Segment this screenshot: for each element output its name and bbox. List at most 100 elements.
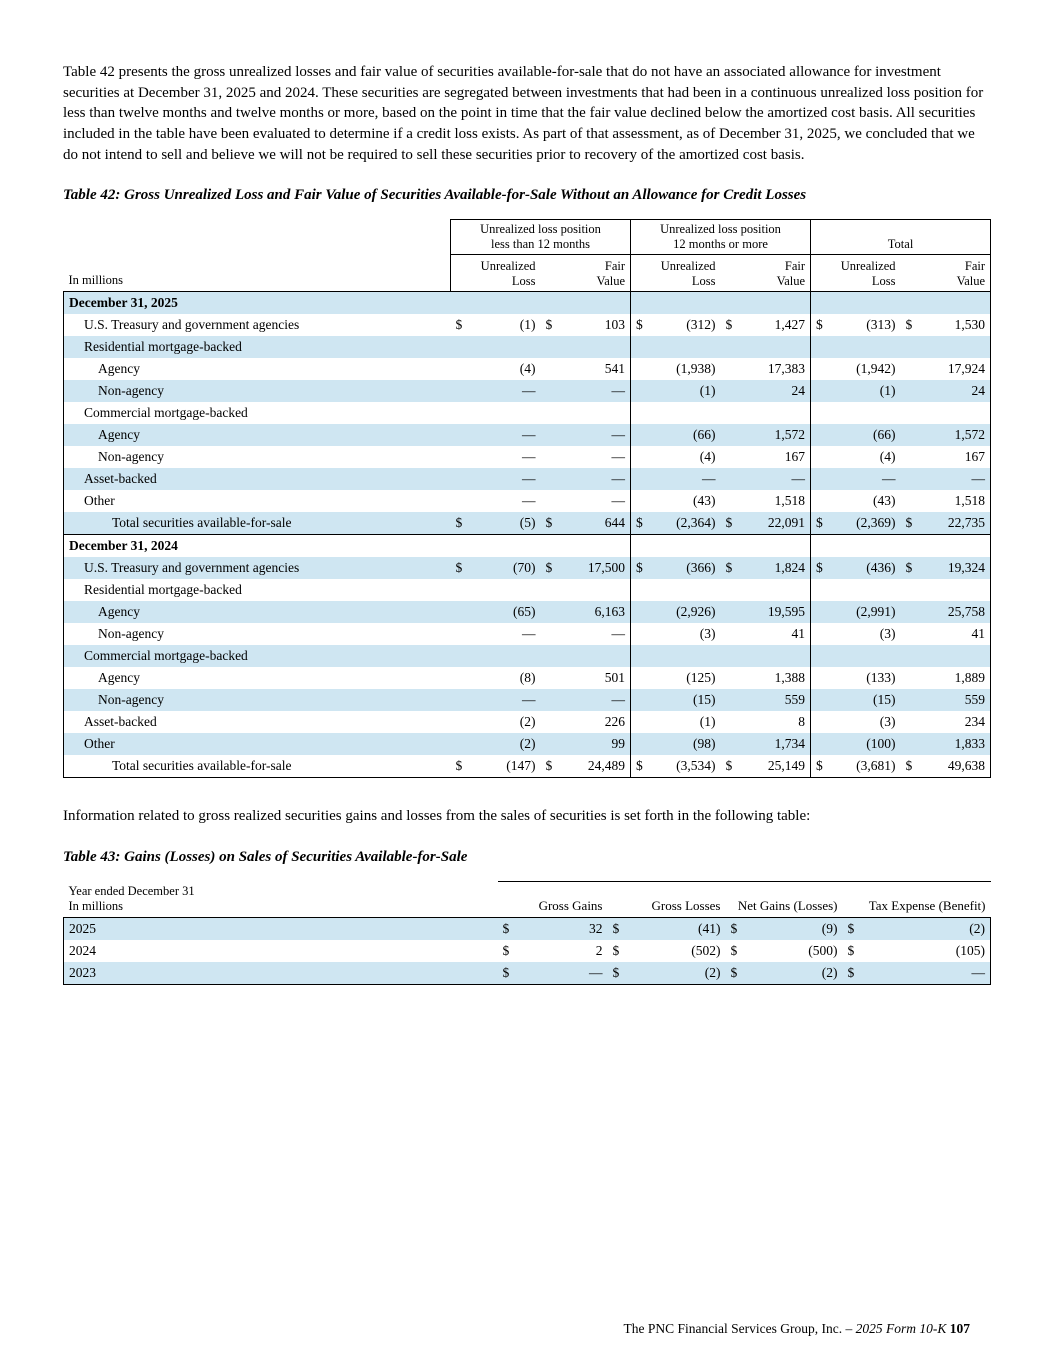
stub-cell <box>64 220 451 255</box>
cell-value: (100) <box>866 735 896 751</box>
cell-value: 1,518 <box>774 492 806 508</box>
cell-value: 24 <box>791 382 806 398</box>
dollar-sign: $ <box>455 316 463 332</box>
column-header: Fair Value <box>540 254 631 292</box>
table-row: U.S. Treasury and government agencies $ (7… <box>63 556 991 579</box>
table-row: Non-agency — — (4) 167 (4) 167 <box>64 445 991 468</box>
row-label: Non-agency <box>98 625 164 641</box>
cell-value: (5) <box>519 514 536 530</box>
value-cell: (43) <box>810 489 901 512</box>
value-cell <box>900 290 991 314</box>
value-cell: (3) <box>810 710 901 733</box>
table-43-header: Year ended December 31 In millions Gross… <box>63 880 991 919</box>
value-cell: (125) <box>630 666 721 689</box>
value-cell: (2,991) <box>810 600 901 623</box>
value-cell: 99 <box>541 733 631 755</box>
row-label: Commercial mortgage-backed <box>84 404 248 420</box>
row-label: 2024 <box>69 943 96 959</box>
value-cell: (15) <box>630 688 721 711</box>
value-cell <box>630 401 721 424</box>
value-cell: (1) <box>630 379 721 402</box>
footer-company: The PNC Financial Services Group, Inc. – <box>623 1321 853 1336</box>
cell-value: (1) <box>879 382 896 398</box>
table-row: Asset-backed (2) 226 (1) 8 (3) 234 <box>64 710 991 733</box>
value-cell: $17,500 <box>541 557 631 579</box>
column-group-label: Total <box>810 219 992 256</box>
dollar-sign: $ <box>725 757 733 773</box>
value-cell <box>901 336 991 358</box>
value-cell: — <box>451 380 541 402</box>
cell-value: 17,500 <box>587 559 626 575</box>
page-footer: The PNC Financial Services Group, Inc. –… <box>624 1321 970 1337</box>
cell-value: (43) <box>873 492 896 508</box>
value-cell: — <box>451 490 541 512</box>
cell-value: 234 <box>964 713 986 729</box>
value-cell: $32 <box>498 918 608 941</box>
table-row: Non-agency — — (3) 41 (3) 41 <box>64 622 991 645</box>
value-cell <box>810 401 901 424</box>
dollar-sign: $ <box>612 921 620 937</box>
dollar-sign: $ <box>455 559 463 575</box>
cell-value: (1) <box>519 316 536 332</box>
cell-value: (436) <box>866 559 896 575</box>
value-cell: 41 <box>901 623 991 645</box>
cell-value: (500) <box>808 943 838 959</box>
table-row: Agency (8) 501 (125) 1,388 (133) 1,889 <box>64 666 991 689</box>
value-cell: 1,518 <box>901 490 991 512</box>
value-cell: $ (2,369) <box>810 511 901 535</box>
value-cell <box>630 290 721 314</box>
cell-value: 41 <box>971 625 986 641</box>
cell-value: — <box>882 470 896 486</box>
dollar-sign: $ <box>725 559 733 575</box>
value-cell: $22,091 <box>721 512 811 535</box>
table-row: 2023 $ — $ (2) $ (2) $ — <box>63 962 991 985</box>
value-cell: 24 <box>721 380 811 402</box>
value-cell: $49,638 <box>901 755 991 778</box>
cell-value: 1,427 <box>774 316 806 332</box>
row-label: Non-agency <box>98 691 164 707</box>
cell-value: (1) <box>699 382 716 398</box>
row-label: Agency <box>98 603 140 619</box>
cell-value: — <box>611 691 626 707</box>
cell-value: 25,149 <box>767 757 806 773</box>
table-row: Agency — — (66) 1,572 (66) 1,572 <box>63 423 991 446</box>
value-cell <box>901 402 991 424</box>
cell-value: (2,926) <box>676 603 716 619</box>
value-cell <box>721 645 811 667</box>
dollar-sign: $ <box>612 943 620 959</box>
value-cell: $ (500) <box>726 940 843 962</box>
cell-value: — <box>522 691 536 707</box>
table-row: Non-agency — — (1) 24 (1) 24 <box>63 379 991 402</box>
table-42: Unrealized loss position less than 12 mo… <box>63 219 992 778</box>
row-label: Residential mortgage-backed <box>84 338 242 354</box>
dollar-sign: $ <box>545 757 553 773</box>
cell-value: 22,091 <box>767 514 806 530</box>
value-cell <box>541 402 631 424</box>
value-cell: 19,595 <box>721 601 811 623</box>
dollar-sign: $ <box>730 943 738 959</box>
value-cell: $2 <box>498 940 608 962</box>
table-43-title: Table 43: Gains (Losses) on Sales of Sec… <box>63 848 468 865</box>
cell-value: 1,572 <box>954 426 986 442</box>
cell-value: (65) <box>513 603 536 619</box>
cell-value: 99 <box>611 735 626 751</box>
value-cell: $ (313) <box>810 313 901 336</box>
cell-value: — <box>611 492 626 508</box>
cell-value: 103 <box>604 316 626 332</box>
value-cell: $ (312) <box>630 313 721 336</box>
value-cell: $ (41) <box>608 918 726 941</box>
value-cell: — <box>451 424 541 446</box>
row-label: Commercial mortgage-backed <box>84 647 248 663</box>
cell-value: (8) <box>519 669 536 685</box>
table-42-header: Unrealized loss position less than 12 mo… <box>63 219 992 292</box>
value-cell: (133) <box>810 666 901 689</box>
cell-value: — <box>611 448 626 464</box>
cell-value: 25,758 <box>947 603 986 619</box>
value-cell: (1,938) <box>630 357 721 380</box>
value-cell: 167 <box>721 446 811 468</box>
value-cell <box>720 533 811 557</box>
value-cell: $ — <box>498 962 608 985</box>
value-cell <box>900 533 991 557</box>
cell-value: 49,638 <box>947 757 986 773</box>
cell-value: (4) <box>519 360 536 376</box>
